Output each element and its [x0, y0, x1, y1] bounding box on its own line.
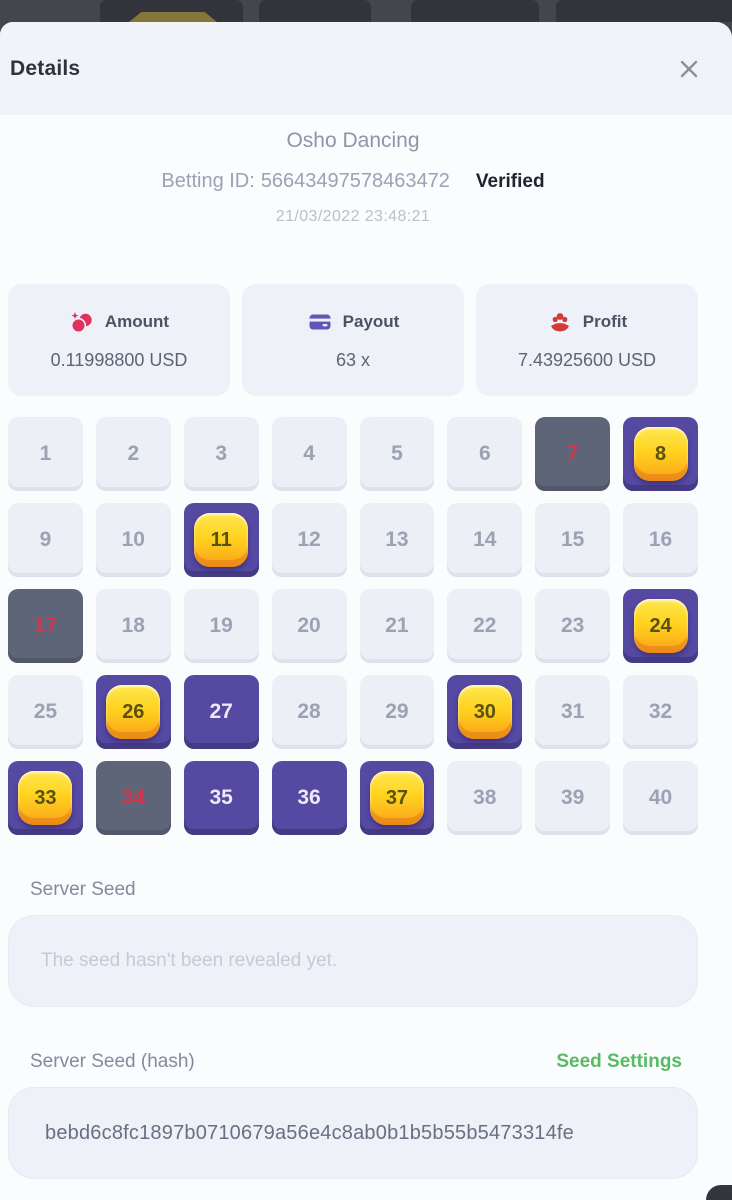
- grid-cell-32: 32: [623, 675, 698, 749]
- grid-cell-37: 37: [359, 761, 435, 835]
- grid-cell-4: 4: [271, 417, 347, 491]
- amount-card: Amount 0.11998800 USD: [8, 284, 230, 396]
- gem-icon: 11: [194, 513, 249, 567]
- grid-cell-17: 17: [8, 589, 83, 663]
- amount-value: 0.11998800 USD: [50, 350, 188, 370]
- betting-id-label: Betting ID:: [161, 170, 255, 192]
- gem-icon: 26: [106, 685, 161, 739]
- grid-cell-33: 33: [8, 761, 83, 835]
- payout-card: Payout 63 x: [242, 284, 464, 396]
- grid-cell-24: 24: [623, 589, 698, 663]
- grid-cell-20: 20: [271, 589, 347, 663]
- close-icon: [680, 60, 698, 77]
- grid-cell-7: 7: [535, 417, 611, 491]
- grid-cell-21: 21: [359, 589, 435, 663]
- background-block: [411, 0, 539, 22]
- grid-cell-5: 5: [359, 417, 435, 491]
- grid-cell-34: 34: [95, 761, 171, 835]
- betting-id-value: 56643497578463472: [260, 170, 450, 192]
- bet-details-modal: Details Osho Dancing Betting ID: 56643497…: [0, 22, 732, 1200]
- background-corner-shape: [706, 1185, 732, 1200]
- grid-cell-38: 38: [447, 761, 523, 835]
- gem-icon: 37: [369, 771, 424, 825]
- grid-cell-35: 35: [183, 761, 259, 835]
- grid-cell-11: 11: [183, 503, 259, 577]
- modal-header: Details: [0, 22, 732, 115]
- grid-cell-2: 2: [95, 417, 171, 491]
- gem-icon: 30: [457, 685, 512, 739]
- server-seed-input[interactable]: [8, 915, 698, 1007]
- number-grid: 1 2 3 4 5 6 7 8 9 10 11 12 13 14 15 16 17 18 19 20 21 22 23 24 2…: [8, 417, 698, 835]
- grid-cell-14: 14: [447, 503, 523, 577]
- grid-cell-40: 40: [623, 761, 698, 835]
- grid-cell-13: 13: [359, 503, 435, 577]
- gem-icon: 24: [633, 599, 688, 653]
- profit-value: 7.43925600 USD: [517, 350, 657, 370]
- server-seed-label: Server Seed: [30, 879, 136, 900]
- gem-icon: 33: [18, 771, 73, 825]
- bet-timestamp: 21/03/2022 23:48:21: [275, 208, 431, 225]
- game-name: Osho Dancing: [286, 129, 420, 152]
- coins-icon: [70, 312, 92, 334]
- amount-label: Amount: [104, 312, 170, 331]
- grid-cell-28: 28: [271, 675, 347, 749]
- seed-settings-link[interactable]: Seed Settings: [556, 1051, 682, 1072]
- grid-cell-1: 1: [8, 417, 83, 491]
- grid-cell-12: 12: [271, 503, 347, 577]
- profit-label: Profit: [582, 312, 628, 331]
- grid-cell-16: 16: [623, 503, 698, 577]
- background-gold-shape: [129, 12, 217, 22]
- background-block: [259, 0, 371, 22]
- grid-cell-23: 23: [535, 589, 611, 663]
- grid-cell-25: 25: [8, 675, 83, 749]
- grid-cell-26: 26: [95, 675, 171, 749]
- stats-row: Amount 0.11998800 USD Payout 63 x: [8, 284, 698, 396]
- grid-cell-30: 30: [447, 675, 523, 749]
- grid-cell-3: 3: [183, 417, 259, 491]
- grid-cell-29: 29: [359, 675, 435, 749]
- grid-cell-31: 31: [535, 675, 611, 749]
- payout-value: 63 x: [335, 350, 371, 370]
- hand-coins-icon: [550, 313, 569, 332]
- grid-cell-18: 18: [95, 589, 171, 663]
- gem-icon: 8: [633, 427, 688, 481]
- server-seed-hash-input[interactable]: [8, 1087, 698, 1179]
- grid-cell-27: 27: [183, 675, 259, 749]
- wallet-card-icon: [309, 314, 331, 330]
- grid-cell-9: 9: [8, 503, 83, 577]
- background-block: [556, 0, 732, 22]
- betting-id: Betting ID: 56643497578463472: [161, 170, 449, 193]
- grid-cell-8: 8: [623, 417, 698, 491]
- server-seed-hash-label: Server Seed (hash): [30, 1051, 195, 1072]
- profit-card: Profit 7.43925600 USD: [476, 284, 698, 396]
- grid-cell-39: 39: [535, 761, 611, 835]
- payout-label: Payout: [342, 312, 400, 331]
- verified-badge: Verified: [475, 171, 545, 192]
- grid-cell-22: 22: [447, 589, 523, 663]
- modal-title: Details: [10, 56, 81, 80]
- close-button[interactable]: [676, 56, 702, 82]
- grid-cell-36: 36: [271, 761, 347, 835]
- grid-cell-6: 6: [447, 417, 523, 491]
- grid-cell-15: 15: [535, 503, 611, 577]
- grid-cell-19: 19: [183, 589, 259, 663]
- grid-cell-10: 10: [95, 503, 171, 577]
- bet-info: Osho Dancing Betting ID: 5664349757846347…: [8, 129, 698, 226]
